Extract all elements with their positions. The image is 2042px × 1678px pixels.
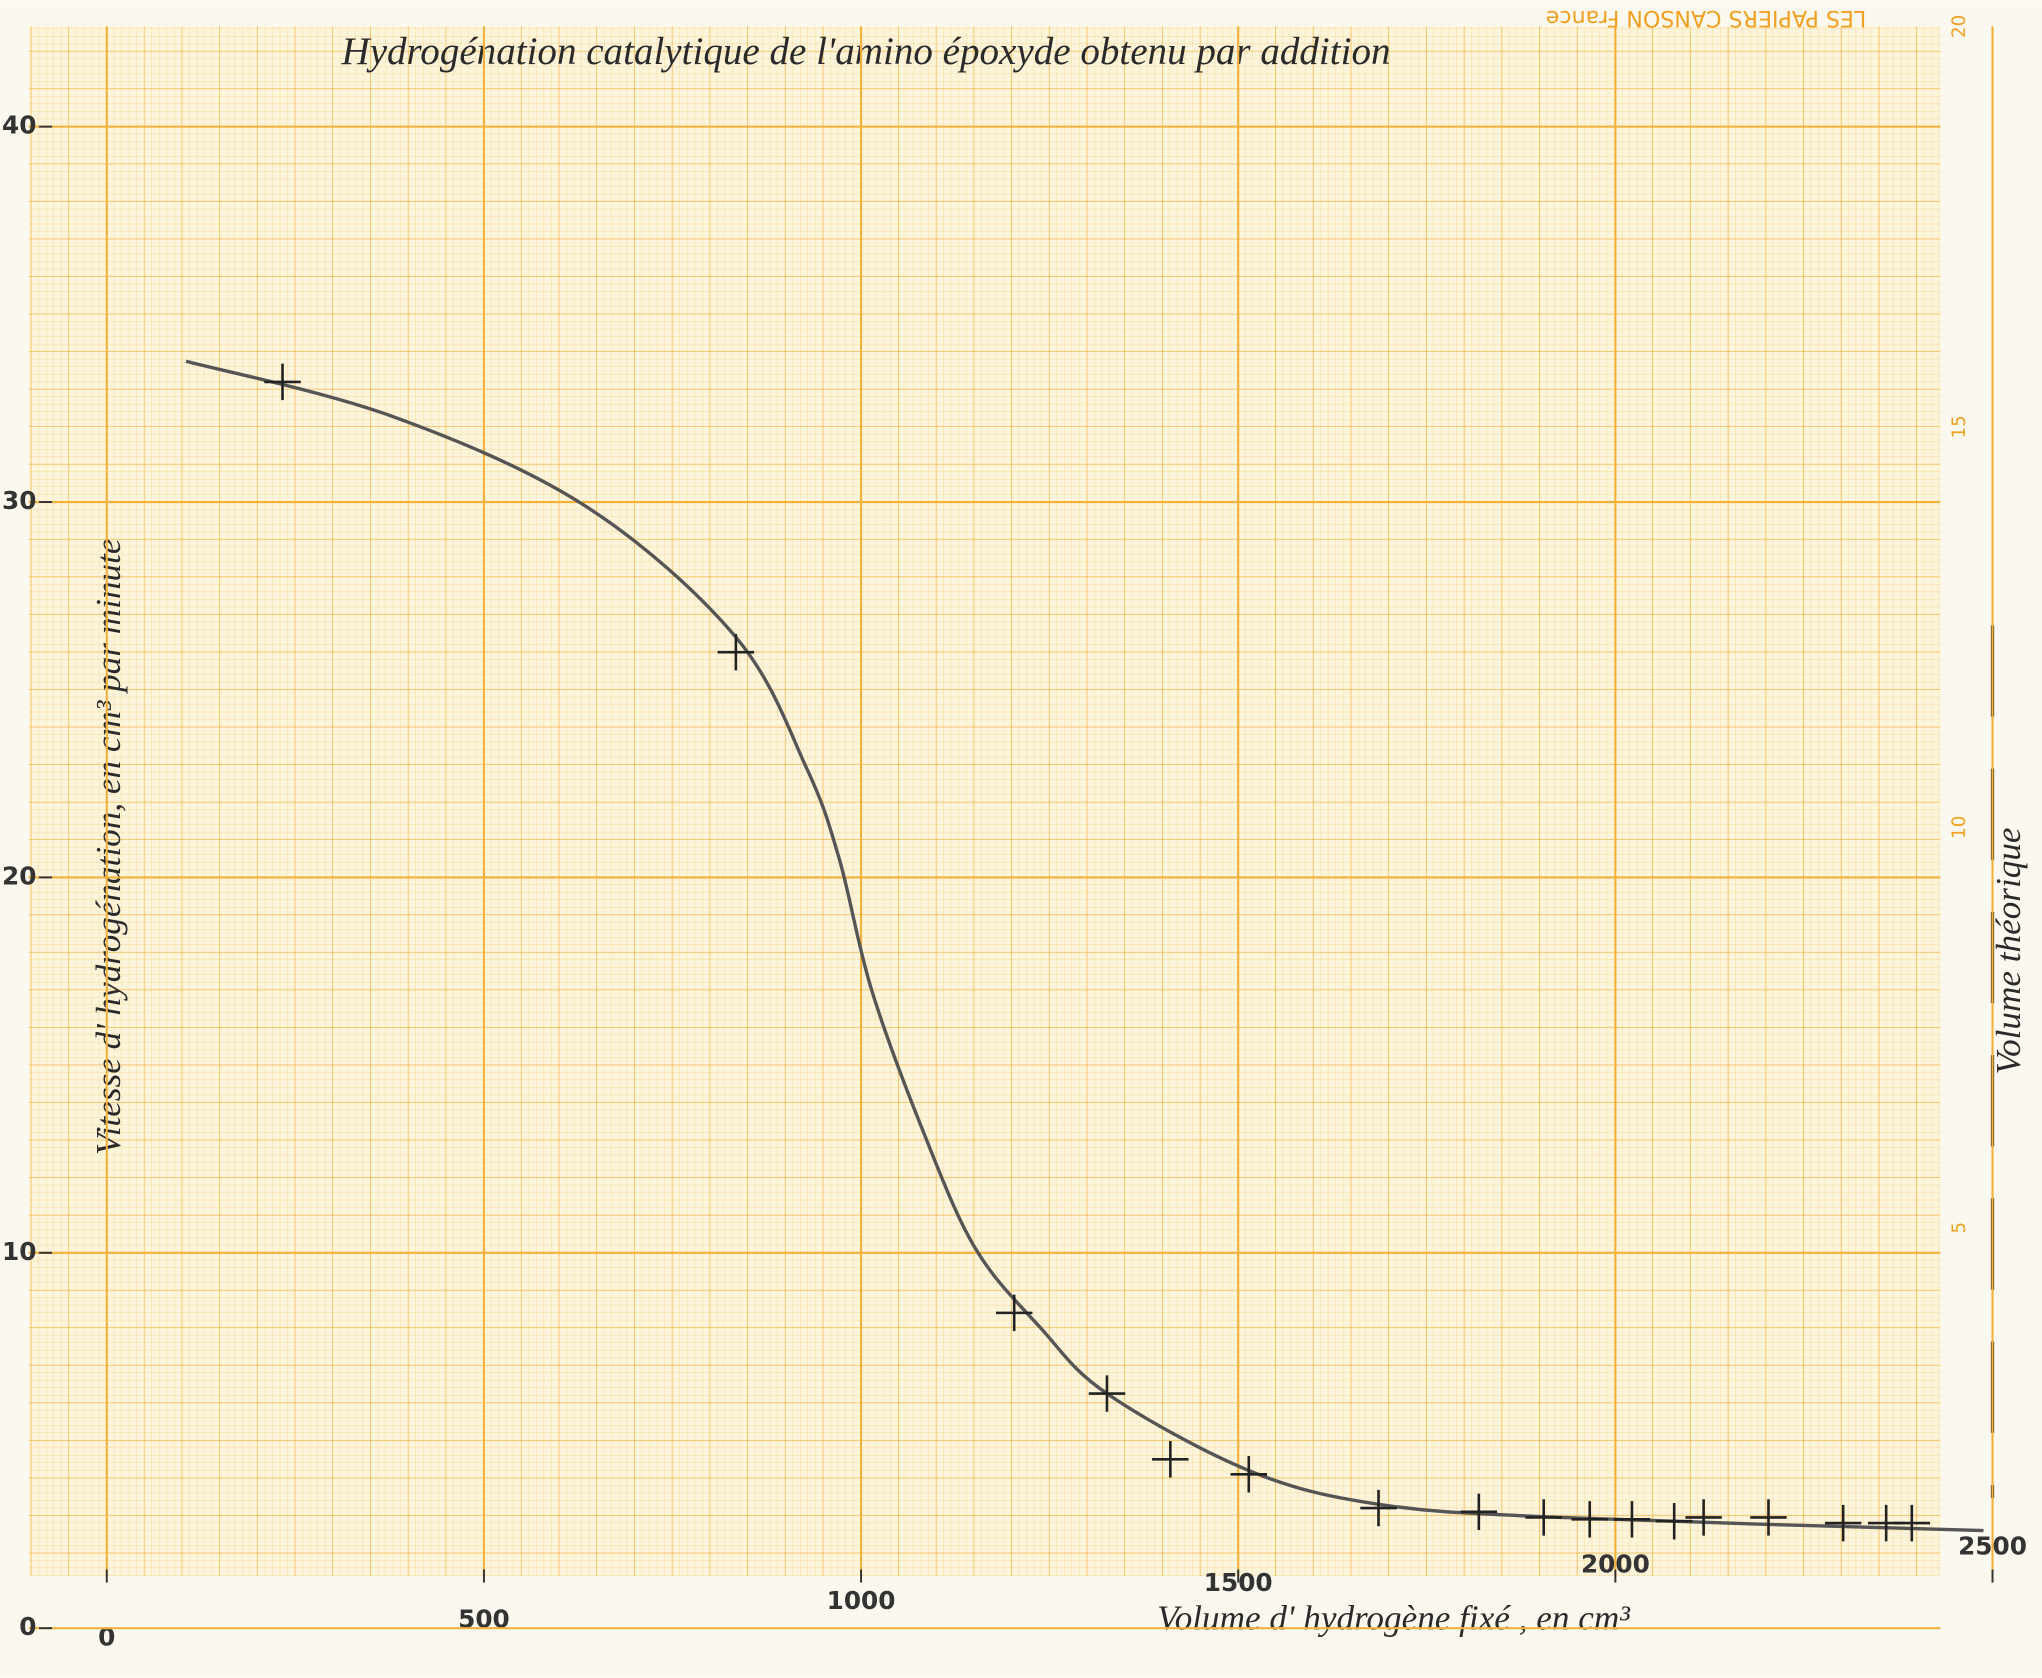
x-tick-label: 0 <box>98 1623 115 1652</box>
chart: Hydrogénation catalytique de l'amino épo… <box>0 0 2042 1678</box>
y2-tick-label: 10 <box>1949 816 1970 839</box>
x-tick-label: 1500 <box>1204 1568 1273 1597</box>
mid-grid <box>29 26 1941 1576</box>
y2-tick-label: 5 <box>1949 1222 1970 1234</box>
y-axis-label: Vitesse d' hydrogénation, en cm³ par min… <box>89 539 128 1156</box>
y-tick-label: 40 <box>2 111 36 140</box>
y2-tick-label: 15 <box>1949 415 1970 438</box>
paper-brand: LES PAPIERS CANSON France <box>1546 5 1866 31</box>
y-tick-label: 0 <box>19 1612 36 1641</box>
x-tick-label: 2500 <box>1958 1531 2027 1560</box>
chart-title: Hydrogénation catalytique de l'amino épo… <box>341 30 1391 73</box>
y-tick-label: 30 <box>2 486 36 515</box>
y-tick-label: 20 <box>2 861 36 890</box>
y2-tick-label: 20 <box>1949 15 1970 38</box>
x-axis-label: Volume d' hydrogène fixé , en cm³ <box>1157 1599 1630 1638</box>
annotation: Volume théorique <box>1989 827 2028 1074</box>
x-tick-label: 1000 <box>827 1586 896 1615</box>
y-tick-label: 10 <box>2 1237 36 1266</box>
x-tick-label: 2000 <box>1581 1550 1650 1579</box>
